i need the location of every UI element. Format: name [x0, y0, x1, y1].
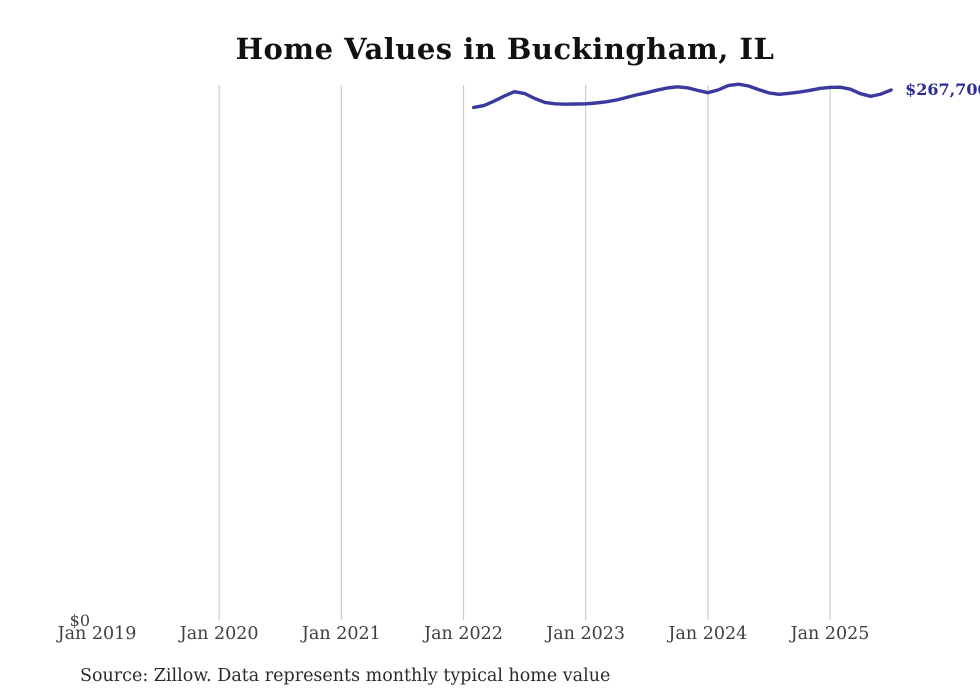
x-tick-label: Jan 2024	[668, 624, 748, 644]
latest-value-label: $267,700	[905, 79, 980, 99]
home-value-line	[472, 82, 893, 110]
chart-title: Home Values in Buckingham, IL	[235, 32, 775, 66]
x-tick-label: Jan 2022	[424, 624, 503, 644]
x-tick-label: Jan 2023	[546, 624, 626, 644]
source-note: Source: Zillow. Data represents monthly …	[80, 666, 611, 686]
x-tick-label: Jan 2020	[179, 624, 259, 644]
gridlines	[218, 85, 831, 620]
x-tick-label: Jan 2025	[790, 624, 870, 644]
x-tick-label: Jan 2021	[301, 624, 381, 644]
y-axis-zero-tick-label: $0	[69, 611, 90, 630]
x-tick-label: Jan 2019	[57, 624, 137, 644]
